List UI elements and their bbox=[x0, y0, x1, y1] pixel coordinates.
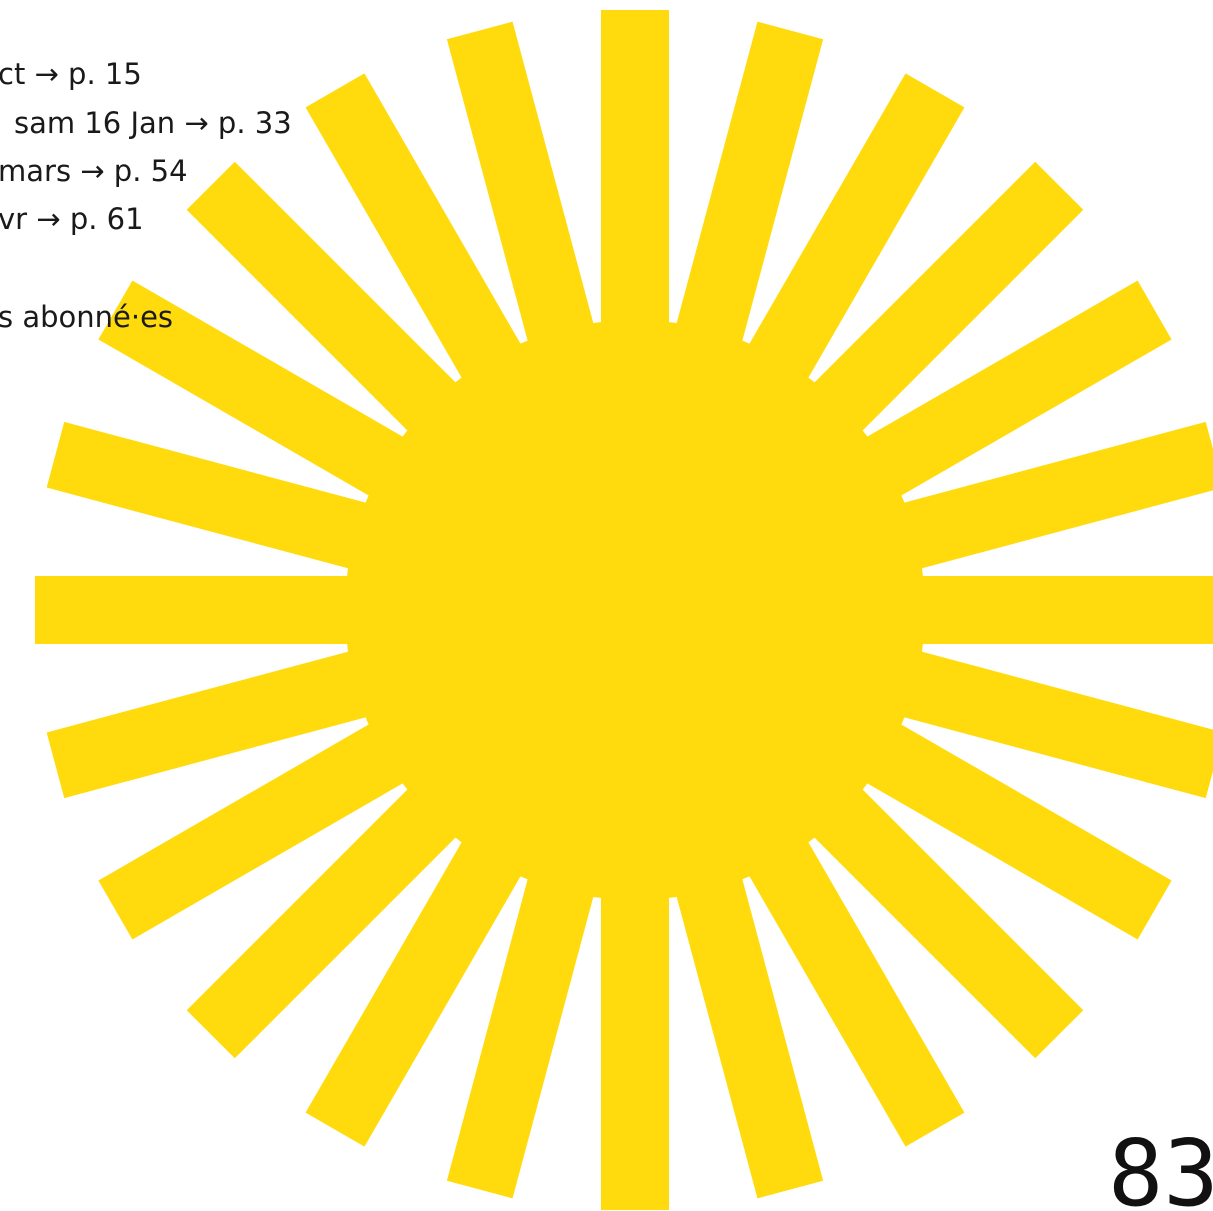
sun-ray bbox=[305, 593, 665, 1147]
sun-ray bbox=[602, 21, 824, 619]
sun-ray bbox=[186, 585, 660, 1059]
agenda-note: s abonné·es bbox=[0, 300, 173, 334]
sun-ray bbox=[618, 580, 1172, 940]
sun-ray bbox=[446, 21, 668, 619]
agenda-text: ct → p. 15 sam 16 Jan → p. 33 mars → p. … bbox=[0, 57, 292, 334]
sun-ray bbox=[610, 585, 1084, 1059]
sun-ray bbox=[46, 421, 644, 643]
sun-ray bbox=[605, 73, 965, 627]
sun-ray bbox=[186, 161, 660, 635]
sun-ray bbox=[446, 601, 668, 1199]
agenda-line: sam 16 Jan → p. 33 bbox=[14, 106, 292, 140]
sun-ray bbox=[626, 577, 1213, 799]
agenda-line: mars → p. 54 bbox=[0, 154, 188, 188]
agenda-line: vr → p. 61 bbox=[0, 202, 144, 236]
agenda-line: ct → p. 15 bbox=[0, 57, 142, 91]
sun-ray bbox=[610, 161, 1084, 635]
page-number: 83 bbox=[1108, 1120, 1213, 1211]
sun-ray bbox=[98, 280, 652, 640]
sun-illustration bbox=[35, 10, 1213, 1210]
